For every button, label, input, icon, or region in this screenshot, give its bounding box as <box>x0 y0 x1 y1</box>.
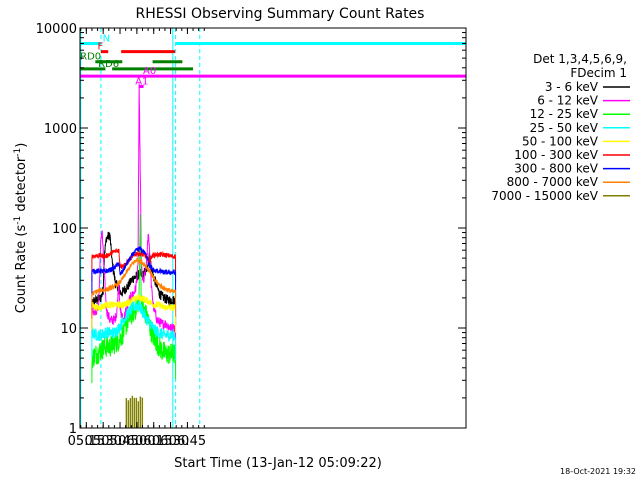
series-line-300-800-kev <box>91 246 177 298</box>
legend-entry-label: 25 - 50 keV <box>530 121 599 135</box>
series-line-6-12-kev <box>91 83 177 354</box>
y-tick-label: 1 <box>69 422 77 437</box>
series-line-25-50-kev <box>91 300 177 361</box>
legend-entry-label: 12 - 25 keV <box>530 107 599 121</box>
footer-date: 18-Oct-2021 19:32 <box>560 467 636 476</box>
legend-entry-label: 100 - 300 keV <box>514 148 598 162</box>
series-line-50-100-kev <box>91 294 177 333</box>
legend-entry-label: 7000 - 15000 keV <box>491 189 598 203</box>
count-bar-7000-15000kev <box>137 401 140 428</box>
y-tick-label: 10000 <box>36 22 77 37</box>
flag-label-rd6: RD6 <box>98 59 119 70</box>
legend-entry-label: 300 - 800 keV <box>514 162 598 176</box>
series-line-12-25-kev <box>91 214 177 384</box>
legend-entry-label: 6 - 12 keV <box>537 94 599 108</box>
legend-header-line2: FDecim 1 <box>570 66 627 80</box>
x-tick-label: 06:30 <box>152 434 189 449</box>
series-line-800-7000-kev <box>91 257 177 319</box>
x-tick-label: 06:00 <box>118 434 155 449</box>
flag-label-a0: A0 <box>143 66 156 77</box>
flag-label-rd0: RD0 <box>80 52 101 63</box>
legend-entry-label: 50 - 100 keV <box>522 134 599 148</box>
legend-entry-label: 800 - 7000 keV <box>507 175 599 189</box>
series-line-3-6-kev <box>91 231 177 328</box>
flag-label-n: N <box>103 33 110 44</box>
chart-title: RHESSI Observing Summary Count Rates <box>136 6 425 22</box>
count-bar-7000-15000kev <box>133 397 136 428</box>
y-tick-label: 1000 <box>44 122 77 137</box>
x-axis-label: Start Time (13-Jan-12 05:09:22) <box>174 456 382 471</box>
x-tick-label: 06:15 <box>135 434 172 449</box>
count-bar-7000-15000kev <box>125 397 128 428</box>
count-bar-7000-15000kev <box>141 397 144 428</box>
count-bar-7000-15000kev <box>129 398 132 428</box>
count-bar-7000-15000kev <box>135 397 138 428</box>
x-tick-label: 05:30 <box>84 434 121 449</box>
count-bar-7000-15000kev <box>127 400 130 428</box>
legend-entry-label: 3 - 6 keV <box>545 80 599 94</box>
y-axis-label: Count Rate (s-1 detector-1) <box>13 143 29 314</box>
legend-header-line1: Det 1,3,4,5,6,9, <box>533 52 627 66</box>
count-bar-7000-15000kev <box>139 396 142 428</box>
x-tick-label: 05:15 <box>68 434 105 449</box>
x-tick-label: 06:45 <box>169 434 206 449</box>
x-tick-label: 05:45 <box>101 434 138 449</box>
y-tick-label: 10 <box>60 322 77 337</box>
count-bar-7000-15000kev <box>131 395 134 428</box>
y-tick-label: 100 <box>52 222 77 237</box>
flag-label-a1: A1 <box>135 77 148 88</box>
flag-label-f: F <box>98 42 104 53</box>
